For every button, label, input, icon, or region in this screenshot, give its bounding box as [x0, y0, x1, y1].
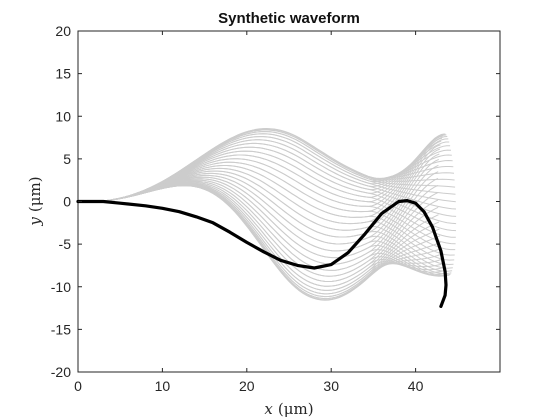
y-tick-label: -15: [51, 321, 71, 337]
plot-frame: [77, 30, 501, 373]
highlight-trace: [76, 199, 448, 308]
y-tick-label: 20: [55, 23, 71, 39]
background-traces: [77, 127, 457, 301]
x-tick-label: 10: [155, 378, 171, 394]
y-axis-label-var: y: [26, 217, 44, 227]
y-tick-label: 0: [63, 194, 71, 210]
x-tick-label: 20: [239, 378, 255, 394]
x-axis-ticks: 0 10 20 30 40: [74, 31, 424, 394]
x-tick-label: 40: [408, 378, 424, 394]
background-trace: [77, 128, 455, 203]
x-axis-label-var: x: [264, 400, 273, 418]
y-tick-label: 15: [55, 66, 71, 82]
chart-title: Synthetic waveform: [218, 10, 360, 27]
y-axis-label-unit: (μm): [26, 176, 44, 212]
y-tick-label: -5: [59, 236, 72, 252]
y-axis-label: y (μm): [26, 176, 44, 226]
y-tick-label: -20: [51, 364, 71, 380]
y-tick-label: 5: [63, 151, 71, 167]
highlight-trace-group: [76, 199, 448, 308]
x-axis-label-unit: (μm): [278, 400, 314, 418]
y-axis-ticks: -20 -15 -10 -5 0 5 10 15 20: [51, 23, 500, 380]
y-tick-label: 10: [55, 108, 71, 124]
x-tick-label: 0: [74, 378, 82, 394]
x-axis-label: x (μm): [264, 400, 313, 418]
y-tick-label: -10: [51, 279, 71, 295]
x-tick-label: 30: [323, 378, 339, 394]
